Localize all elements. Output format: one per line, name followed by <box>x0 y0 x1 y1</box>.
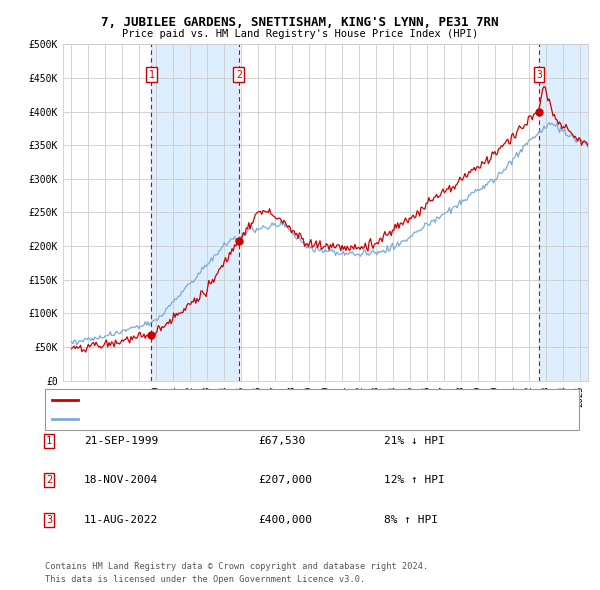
Bar <box>151 44 239 381</box>
Text: 2: 2 <box>46 476 52 485</box>
Text: 18-NOV-2004: 18-NOV-2004 <box>84 476 158 485</box>
Text: 8% ↑ HPI: 8% ↑ HPI <box>384 515 438 525</box>
Text: 7, JUBILEE GARDENS, SNETTISHAM, KING'S LYNN, PE31 7RN (detached house): 7, JUBILEE GARDENS, SNETTISHAM, KING'S L… <box>84 395 487 405</box>
Text: 2: 2 <box>236 70 242 80</box>
Text: 1: 1 <box>148 70 154 80</box>
Text: This data is licensed under the Open Government Licence v3.0.: This data is licensed under the Open Gov… <box>45 575 365 584</box>
Text: 3: 3 <box>46 515 52 525</box>
Bar <box>539 44 588 381</box>
Text: 7, JUBILEE GARDENS, SNETTISHAM, KING'S LYNN, PE31 7RN: 7, JUBILEE GARDENS, SNETTISHAM, KING'S L… <box>101 16 499 29</box>
Text: £207,000: £207,000 <box>258 476 312 485</box>
Text: 11-AUG-2022: 11-AUG-2022 <box>84 515 158 525</box>
Text: Price paid vs. HM Land Registry's House Price Index (HPI): Price paid vs. HM Land Registry's House … <box>122 29 478 39</box>
Text: Contains HM Land Registry data © Crown copyright and database right 2024.: Contains HM Land Registry data © Crown c… <box>45 562 428 571</box>
Text: £67,530: £67,530 <box>258 436 305 445</box>
Text: HPI: Average price, detached house, King's Lynn and West Norfolk: HPI: Average price, detached house, King… <box>84 415 452 424</box>
Text: 1: 1 <box>46 436 52 445</box>
Text: 3: 3 <box>536 70 542 80</box>
Text: 12% ↑ HPI: 12% ↑ HPI <box>384 476 445 485</box>
Text: £400,000: £400,000 <box>258 515 312 525</box>
Text: 21% ↓ HPI: 21% ↓ HPI <box>384 436 445 445</box>
Text: 21-SEP-1999: 21-SEP-1999 <box>84 436 158 445</box>
